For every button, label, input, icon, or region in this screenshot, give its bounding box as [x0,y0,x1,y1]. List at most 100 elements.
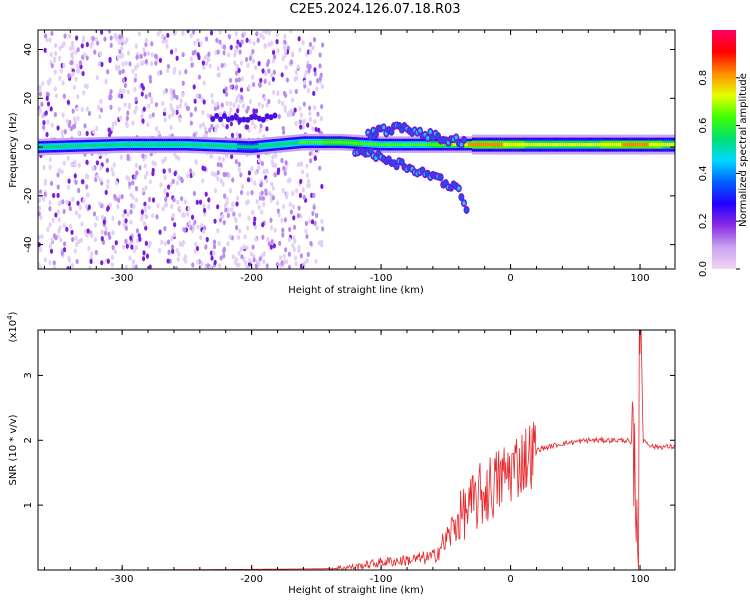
noise-speck [261,34,266,40]
noise-speck [291,242,295,248]
noise-speck [88,265,92,269]
noise-speck [237,250,241,256]
ridge-segment [637,142,640,147]
noise-speck [318,52,322,58]
noise-speck [237,161,241,167]
ridge-segment [322,140,325,144]
noise-speck [156,70,161,76]
noise-speck [196,224,200,230]
noise-speck [235,131,239,137]
noise-speck [282,253,286,259]
noise-speck [216,204,220,210]
noise-speck [289,108,293,114]
noise-speck [233,259,237,265]
noise-speck [311,45,315,51]
ridge-segment [277,143,281,146]
noise-speck [261,222,265,228]
x-tick-label: 0 [507,574,513,585]
noise-speck [224,91,229,97]
ridge-segment [118,143,121,147]
noise-speck [162,89,166,95]
ridge-segment [495,142,498,147]
ridge-segment [398,143,401,147]
noise-speck [114,240,118,246]
ridge-segment [648,142,651,147]
ridge-segment [435,143,438,147]
ridge-segment [466,143,469,147]
ridge-segment [95,143,98,147]
noise-speck [104,226,108,232]
ridge-segment [470,143,473,147]
ridge-segment [332,140,335,144]
noise-speck [129,209,133,215]
noise-speck [245,225,250,231]
ridge-segment [543,142,547,147]
noise-speck [75,106,79,112]
noise-speck [231,177,235,183]
noise-speck [93,236,98,243]
noise-speck [194,106,198,112]
ridge-segment [604,142,607,147]
noise-speck [179,176,183,182]
ridge-segment [409,143,413,147]
noise-speck [69,223,73,229]
noise-speck [62,223,66,229]
noise-speck [46,226,50,233]
noise-speck [281,232,285,238]
noise-speck [81,37,86,43]
noise-speck [85,159,89,165]
noise-speck [38,211,41,217]
noise-speck [225,124,229,130]
ridge-segment [207,143,211,147]
noise-speck [235,70,239,76]
spectrogram-x-label: Height of straight line (km) [288,285,424,296]
ridge-segment [662,142,665,147]
noise-speck [213,218,217,224]
noise-speck [124,60,128,66]
ridge-segment [617,142,620,147]
ridge-segment [101,143,104,147]
noise-speck [137,233,141,239]
noise-speck [276,48,280,54]
page-title: C2E5.2024.126.07.18.R03 [289,2,461,17]
noise-speck [306,251,310,258]
noise-speck [48,222,52,228]
noise-speck [229,44,233,51]
noise-speck [173,222,177,228]
noise-speck [257,157,262,164]
side-band-blob [249,114,255,121]
ridge-segment [454,143,457,147]
upper-branch-blob-core [462,137,466,142]
noise-speck [163,188,167,195]
ridge-segment [336,140,339,144]
noise-speck [254,108,259,114]
side-band-blob [237,117,243,124]
noise-speck [225,100,229,106]
noise-speck [234,47,238,53]
noise-speck [162,168,166,174]
noise-speck [79,237,83,243]
x-tick-label: -200 [240,273,263,284]
noise-speck [227,34,231,40]
noise-speck [113,33,117,39]
noise-speck [170,106,174,112]
ridge-segment [573,142,576,147]
ridge-segment [497,142,500,147]
ridge-segment [644,142,648,147]
noise-speck [320,83,324,90]
noise-speck [301,40,305,46]
noise-speck [276,90,280,96]
ridge-segment [477,142,481,147]
ridge-segment [174,143,178,147]
noise-speck [307,105,312,111]
noise-speck [56,184,60,190]
noise-speck [100,61,104,68]
upper-branch-blob-core [428,130,432,135]
noise-speck [125,115,129,121]
noise-speck [284,92,288,98]
ridge-segment [159,143,162,147]
noise-speck [274,152,278,158]
noise-speck [308,110,312,117]
noise-speck [53,50,58,56]
noise-speck [296,64,300,70]
